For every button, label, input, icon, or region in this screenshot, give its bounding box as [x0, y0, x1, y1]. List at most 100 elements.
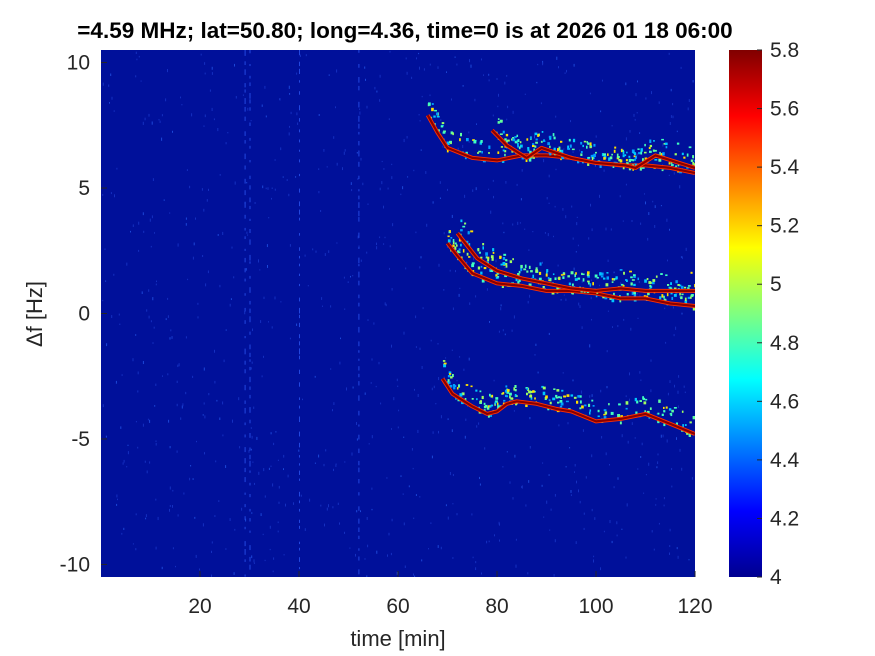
- noise-speck: [203, 125, 205, 127]
- noise-speck: [497, 105, 499, 108]
- noise-streak: [244, 458, 246, 464]
- signal-speckle: [591, 399, 594, 402]
- signal-speckle: [452, 240, 455, 245]
- signal-speckle: [479, 141, 482, 145]
- noise-streak: [249, 239, 251, 245]
- noise-speck: [669, 528, 671, 532]
- noise-speck: [135, 548, 137, 551]
- noise-speck: [462, 85, 464, 87]
- noise-speck: [203, 208, 205, 212]
- noise-speck: [225, 465, 227, 468]
- signal-speckle: [668, 408, 672, 411]
- noise-speck: [476, 425, 478, 428]
- signal-speckle: [582, 278, 585, 282]
- noise-speck: [422, 307, 424, 310]
- signal-speckle: [492, 252, 495, 254]
- noise-speck: [524, 93, 526, 95]
- signal-speckle: [646, 410, 650, 415]
- noise-speck: [631, 220, 633, 222]
- noise-speck: [457, 147, 459, 150]
- noise-speck: [496, 78, 498, 80]
- noise-speck: [272, 570, 274, 573]
- signal-speckle: [613, 149, 616, 153]
- signal-speckle: [658, 158, 662, 162]
- noise-speck: [177, 514, 179, 517]
- noise-speck: [540, 102, 542, 105]
- signal-speckle: [449, 373, 452, 375]
- noise-speck: [270, 432, 272, 435]
- noise-speck: [537, 371, 539, 374]
- noise-streak: [244, 190, 246, 196]
- noise-speck: [356, 438, 358, 441]
- signal-speckle: [482, 243, 485, 246]
- signal-speckle: [649, 139, 652, 143]
- noise-speck: [328, 504, 329, 508]
- noise-streak: [244, 348, 246, 355]
- signal-speckle: [458, 238, 462, 242]
- noise-speck: [387, 554, 388, 557]
- noise-speck: [246, 182, 248, 184]
- noise-speck: [662, 143, 664, 147]
- noise-speck: [344, 461, 346, 463]
- noise-speck: [451, 349, 453, 351]
- noise-speck: [178, 363, 180, 367]
- noise-streak: [358, 535, 360, 540]
- signal-speckle: [688, 433, 691, 437]
- noise-speck: [261, 104, 263, 107]
- noise-speck: [432, 431, 434, 434]
- noise-speck: [647, 237, 649, 241]
- noise-speck: [277, 459, 279, 461]
- noise-speck: [376, 242, 377, 246]
- noise-speck: [413, 573, 414, 576]
- noise-speck: [452, 474, 454, 477]
- noise-speck: [651, 530, 653, 533]
- noise-speck: [681, 467, 683, 471]
- noise-speck: [591, 228, 593, 232]
- noise-streak: [358, 326, 360, 333]
- signal-speckle: [689, 296, 692, 299]
- noise-streak: [244, 526, 246, 530]
- signal-speckle: [611, 278, 614, 281]
- signal-speckle: [568, 282, 571, 286]
- signal-speckle: [509, 392, 512, 396]
- noise-speck: [371, 358, 373, 361]
- signal-speckle: [571, 148, 575, 151]
- noise-streak: [244, 153, 246, 160]
- noise-speck: [138, 249, 140, 252]
- signal-speckle: [475, 389, 478, 392]
- noise-speck: [514, 454, 516, 458]
- signal-speckle: [628, 155, 631, 158]
- noise-streak: [249, 287, 251, 293]
- noise-speck: [119, 323, 121, 326]
- signal-speckle: [681, 410, 684, 413]
- signal-speckle: [492, 248, 495, 252]
- signal-speckle: [487, 414, 490, 418]
- noise-speck: [594, 517, 596, 520]
- noise-speck: [451, 429, 453, 433]
- noise-speck: [418, 114, 420, 116]
- signal-speckle: [601, 153, 604, 157]
- noise-speck: [439, 197, 441, 199]
- noise-speck: [536, 81, 538, 84]
- noise-streak: [358, 280, 360, 286]
- noise-speck: [452, 557, 454, 559]
- noise-speck: [516, 183, 518, 186]
- noise-speck: [376, 246, 378, 250]
- noise-speck: [493, 379, 495, 382]
- noise-speck: [263, 355, 264, 358]
- noise-speck: [328, 74, 330, 76]
- noise-speck: [671, 468, 673, 471]
- signal-speckle: [686, 167, 689, 169]
- signal-speckle: [497, 405, 500, 410]
- signal-speckle: [581, 405, 584, 409]
- noise-speck: [252, 328, 253, 332]
- noise-speck: [400, 475, 402, 477]
- signal-speckle: [593, 157, 595, 160]
- signal-speckle: [437, 129, 440, 132]
- noise-speck: [113, 273, 115, 276]
- noise-speck: [355, 553, 356, 557]
- noise-speck: [638, 281, 640, 284]
- noise-speck: [378, 361, 380, 365]
- signal-speckle: [673, 294, 677, 297]
- noise-speck: [692, 157, 694, 161]
